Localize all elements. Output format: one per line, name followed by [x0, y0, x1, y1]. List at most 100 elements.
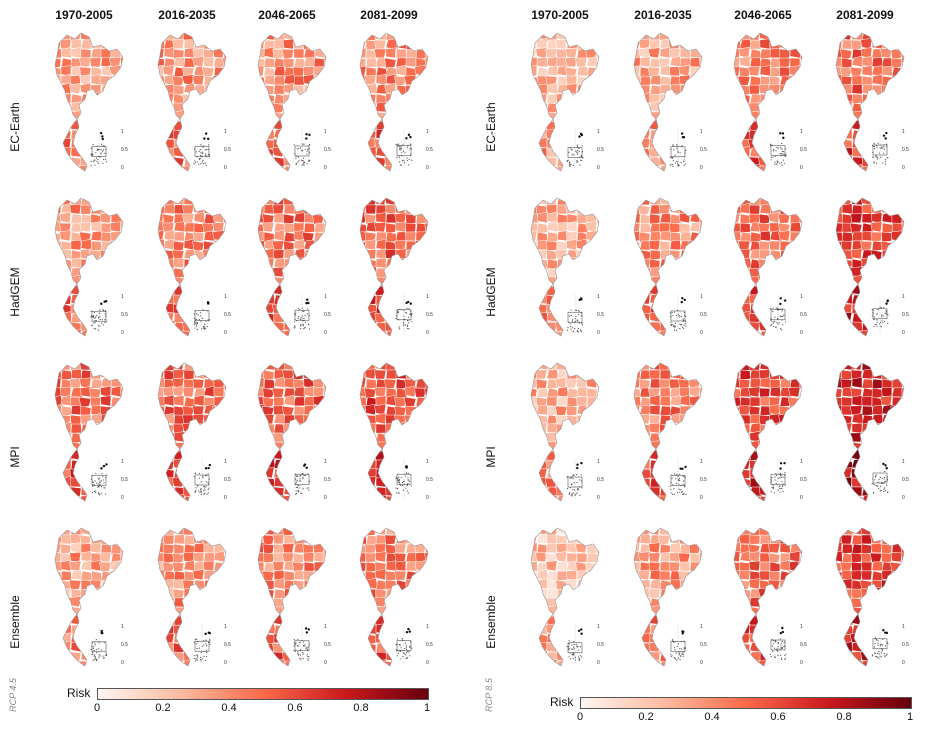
inset-axis-label: 1: [324, 459, 327, 465]
colorbar-tick-label: 0.6: [287, 702, 303, 714]
risk-map-0-2: 1 0.5 0: [716, 25, 816, 185]
risk-map-2-2: 1 0.5 0: [716, 355, 816, 515]
inset-axis-label: 1: [700, 624, 703, 630]
inset-axis-label: 0: [700, 660, 703, 666]
inset-axis-label: 0: [426, 330, 429, 336]
risk-map-1-0: 1 0.5 0: [37, 190, 137, 350]
inset-axis-label: 1: [800, 459, 803, 465]
risk-map-0-0: 1 0.5 0: [513, 25, 613, 185]
risk-map-3-1: 1 0.5 0: [616, 520, 716, 680]
model-label-1: HadGEM: [8, 267, 22, 317]
colorbar-tick-label: 0: [93, 702, 101, 714]
inset-axis-label: 0: [324, 495, 327, 501]
inset-axis-label: 0.5: [700, 642, 707, 648]
inset-axis-label: 0.5: [324, 312, 331, 318]
inset-axis-label: 0.5: [121, 147, 128, 153]
risk-map-1-2: 1 0.5 0: [716, 190, 816, 350]
inset-axis-label: 1: [324, 129, 327, 135]
risk-map-2-3: 1 0.5 0: [342, 355, 442, 515]
inset-axis-label: 0.5: [121, 312, 128, 318]
inset-axis-label: 0: [121, 495, 124, 501]
scenario-label: RCP 8.5: [483, 678, 494, 712]
inset-axis-label: 1: [121, 129, 124, 135]
colorbar-tick-label: 0.4: [704, 711, 720, 723]
inset-axis-label: 0.5: [800, 147, 807, 153]
inset-axis-label: 0.5: [597, 642, 604, 648]
inset-axis-label: 0: [324, 660, 327, 666]
model-label-2: MPI: [484, 446, 498, 468]
period-header-2: 2046-2065: [258, 8, 316, 22]
inset-axis-label: 0: [324, 330, 327, 336]
inset-axis-label: 1: [224, 129, 227, 135]
risk-map-1-1: 1 0.5 0: [616, 190, 716, 350]
colorbar-tick-label: 0.6: [770, 711, 786, 723]
risk-map-2-1: 1 0.5 0: [140, 355, 240, 515]
inset-axis-label: 0: [597, 165, 600, 171]
inset-axis-label: 1: [800, 129, 803, 135]
inset-axis-label: 0: [224, 660, 227, 666]
inset-axis-label: 0.5: [597, 477, 604, 483]
model-label-3: Ensemble: [8, 595, 22, 649]
inset-axis-label: 0.5: [324, 147, 331, 153]
risk-map-2-2: 1 0.5 0: [240, 355, 340, 515]
model-label-1: HadGEM: [484, 267, 498, 317]
inset-axis-label: 0: [800, 330, 803, 336]
legend-title: Risk: [550, 695, 574, 709]
rcp85-panel: 1970-2005 2016-2035 2046-2065 2081-2099 EC-E…: [476, 0, 946, 732]
inset-axis-label: 1: [902, 624, 905, 630]
risk-map-0-3: 1 0.5 0: [342, 25, 442, 185]
period-header-0: 1970-2005: [531, 8, 589, 22]
model-label-3: Ensemble: [484, 595, 498, 649]
risk-map-3-3: 1 0.5 0: [342, 520, 442, 680]
inset-axis-label: 1: [426, 294, 429, 300]
inset-axis-label: 0.5: [597, 147, 604, 153]
inset-axis-label: 0.5: [224, 642, 231, 648]
inset-axis-label: 1: [700, 294, 703, 300]
inset-axis-label: 0: [426, 165, 429, 171]
inset-axis-label: 0: [800, 660, 803, 666]
risk-map-2-0: 1 0.5 0: [37, 355, 137, 515]
colorbar-tick-label: 0: [576, 711, 584, 723]
colorbar-tick-label: 1: [423, 702, 431, 714]
inset-axis-label: 1: [224, 294, 227, 300]
risk-map-0-2: 1 0.5 0: [240, 25, 340, 185]
inset-axis-label: 0.5: [800, 477, 807, 483]
risk-map-3-3: 1 0.5 0: [818, 520, 918, 680]
period-header-1: 2016-2035: [158, 8, 216, 22]
inset-axis-label: 1: [700, 459, 703, 465]
colorbar-tick-label: 1: [906, 711, 914, 723]
model-label-0: EC-Earth: [484, 102, 498, 152]
inset-axis-label: 1: [426, 459, 429, 465]
risk-map-1-0: 1 0.5 0: [513, 190, 613, 350]
risk-colorbar: [97, 688, 429, 700]
period-header-0: 1970-2005: [55, 8, 113, 22]
inset-axis-label: 0: [597, 330, 600, 336]
risk-map-0-3: 1 0.5 0: [818, 25, 918, 185]
inset-axis-label: 0.5: [224, 147, 231, 153]
period-header-3: 2081-2099: [360, 8, 418, 22]
risk-map-1-2: 1 0.5 0: [240, 190, 340, 350]
colorbar-tick-label: 0.2: [638, 711, 654, 723]
risk-map-2-3: 1 0.5 0: [818, 355, 918, 515]
inset-axis-label: 1: [700, 129, 703, 135]
inset-axis-label: 0.5: [700, 477, 707, 483]
inset-axis-label: 0.5: [121, 477, 128, 483]
inset-axis-label: 0.5: [121, 642, 128, 648]
risk-colorbar: [580, 697, 912, 709]
inset-axis-label: 0: [121, 165, 124, 171]
inset-axis-label: 0.5: [224, 477, 231, 483]
inset-axis-label: 1: [121, 459, 124, 465]
risk-map-3-2: 1 0.5 0: [240, 520, 340, 680]
inset-axis-label: 0: [426, 495, 429, 501]
period-header-1: 2016-2035: [634, 8, 692, 22]
inset-axis-label: 0.5: [902, 147, 909, 153]
inset-axis-label: 1: [902, 459, 905, 465]
inset-axis-label: 1: [121, 294, 124, 300]
inset-axis-label: 0: [224, 330, 227, 336]
period-header-2: 2046-2065: [734, 8, 792, 22]
inset-axis-label: 0.5: [902, 312, 909, 318]
risk-map-3-0: 1 0.5 0: [37, 520, 137, 680]
inset-axis-label: 1: [426, 624, 429, 630]
period-header-3: 2081-2099: [836, 8, 894, 22]
inset-axis-label: 0.5: [597, 312, 604, 318]
